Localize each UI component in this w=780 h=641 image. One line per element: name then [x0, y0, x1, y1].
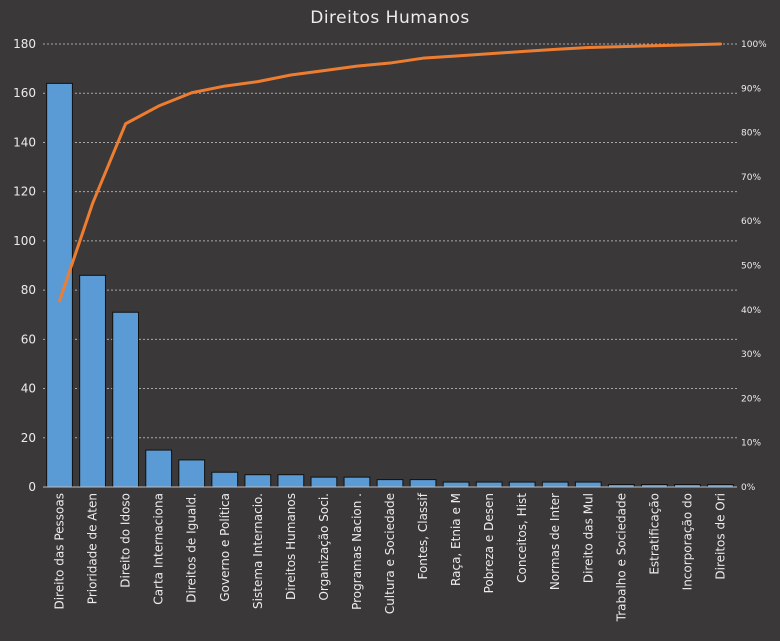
x-tick-label: Direitos de Ori: [713, 493, 727, 580]
x-tick-label: Organização Soci.: [317, 493, 331, 601]
x-tick-label: Carta Internaciona: [152, 493, 166, 605]
y-left-tick-label: 80: [21, 283, 36, 297]
y-right-tick-label: 10%: [741, 439, 761, 449]
line-point: [91, 202, 94, 205]
line-point: [256, 80, 260, 83]
x-tick-label: Prioridade de Aten: [86, 493, 100, 604]
line-point: [223, 84, 226, 88]
y-left-tick-label: 40: [21, 382, 36, 396]
chart-title: Direitos Humanos: [310, 8, 470, 28]
y-right-tick-label: 80%: [741, 129, 761, 139]
x-tick-label: Raça, Etnia e M: [449, 493, 463, 586]
bar: [442, 481, 470, 488]
bar: [211, 471, 239, 488]
line-point: [719, 42, 722, 46]
line-point: [157, 104, 160, 108]
x-tick-label: Conceitos, Hist: [515, 493, 529, 583]
y-left-tick-label: 140: [13, 135, 36, 149]
bar: [46, 82, 73, 488]
x-tick-label: Pobreza e Desen: [482, 493, 496, 593]
y-right-tick-label: 90%: [741, 84, 761, 94]
bar: [475, 481, 503, 488]
bar: [508, 481, 536, 488]
y-right-tick-label: 40%: [741, 306, 761, 316]
line-point: [520, 50, 524, 53]
x-tick-label: Direito do Idoso: [119, 493, 133, 588]
line-point: [554, 48, 557, 51]
bar: [343, 476, 371, 488]
line-point: [190, 91, 193, 94]
line-point: [587, 46, 590, 49]
line-point: [686, 43, 689, 47]
line-point: [388, 61, 392, 65]
y-left-tick-label: 20: [21, 431, 36, 445]
x-tick-label: Normas de Inter: [548, 493, 562, 590]
cumulative-line: [58, 42, 722, 303]
x-tick-label: Direito das Pessoas: [53, 493, 67, 610]
bar: [409, 479, 437, 488]
y-right-tick-label: 70%: [741, 173, 761, 183]
x-tick-label: Direitos de Iguald.: [185, 493, 199, 603]
bar: [178, 459, 206, 488]
y-right-tick-label: 100%: [741, 40, 767, 50]
y-left-tick-label: 120: [13, 185, 36, 199]
line-point: [322, 69, 326, 72]
line-point: [620, 45, 623, 48]
x-tick-label: Programas Nacion .: [350, 493, 364, 610]
line-point: [289, 73, 293, 77]
bar: [112, 311, 140, 488]
y-left-tick-label: 180: [13, 37, 36, 51]
y-right-tick-label: 30%: [741, 350, 761, 360]
y-right-tick-label: 20%: [741, 394, 761, 404]
bar: [574, 481, 602, 488]
x-tick-label: Trabalho e Sociedade: [614, 493, 628, 622]
line-point: [487, 52, 491, 55]
y-left-tick-label: 100: [13, 234, 36, 248]
line-point: [653, 44, 656, 47]
bar: [376, 479, 404, 488]
bar: [541, 481, 569, 488]
y-right-tick-label: 0%: [741, 483, 756, 493]
x-tick-label: Cultura e Sociedade: [383, 493, 397, 614]
bar: [310, 476, 338, 488]
x-tick-label: Governo e Política: [218, 493, 232, 602]
line-point: [124, 122, 127, 125]
y-left-tick-label: 0: [28, 480, 36, 494]
line-point: [355, 64, 359, 68]
y-left-tick-label: 160: [13, 86, 36, 100]
x-tick-label: Direito das Mul: [581, 493, 595, 583]
x-tick-label: Fontes, Classif: [416, 492, 430, 579]
bar: [244, 474, 272, 488]
line-point: [454, 54, 458, 58]
y-right-tick-label: 50%: [741, 262, 761, 272]
x-tick-label: Sistema Internacio.: [251, 493, 265, 609]
x-tick-label: Estratificação: [647, 493, 661, 575]
line-point: [421, 56, 425, 60]
bar: [79, 274, 106, 488]
x-tick-label: Direitos Humanos: [284, 493, 298, 600]
bar: [277, 474, 305, 488]
bar: [145, 449, 173, 488]
y-right-tick-label: 60%: [741, 217, 761, 227]
line-point: [58, 299, 61, 303]
x-tick-label: Incorporação do: [680, 493, 694, 590]
y-left-tick-label: 60: [21, 332, 36, 346]
